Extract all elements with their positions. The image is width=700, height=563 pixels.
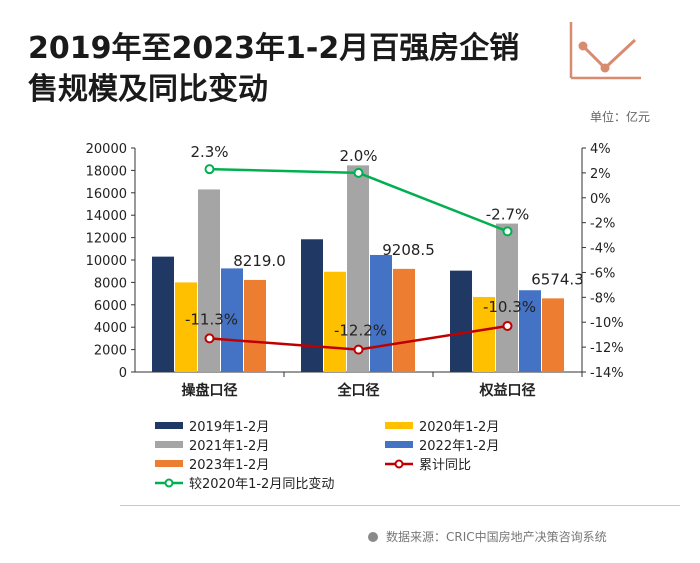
x-axis-tick-label: 全口径	[337, 382, 380, 399]
right-axis-tick-label: -2%	[590, 217, 615, 232]
series-point-2	[204, 164, 215, 175]
vs2020-data-label: 2.3%	[190, 143, 228, 161]
yoy-data-label: -12.2%	[334, 322, 387, 340]
x-axis-tick-label: 权益口径	[479, 382, 536, 399]
bar-1-3	[450, 270, 472, 372]
right-axis-tick-label: -14%	[590, 366, 624, 381]
series-point-1	[502, 320, 513, 331]
left-axis-tick-label: 2000	[94, 344, 127, 359]
legend-swatch-4	[385, 441, 413, 448]
legend-swatch-1	[155, 422, 183, 429]
right-axis-tick-label: -10%	[590, 316, 624, 331]
left-axis-tick-label: 12000	[86, 232, 127, 247]
left-axis-tick-label: 16000	[86, 187, 127, 202]
bar-1-1	[152, 256, 174, 372]
left-axis-tick-label: 14000	[86, 209, 127, 224]
left-axis-tick-label: 18000	[86, 164, 127, 179]
legend-swatch-2	[385, 422, 413, 429]
series-point-1	[353, 344, 364, 355]
legend-swatch-3	[155, 441, 183, 448]
left-axis-tick-label: 8000	[94, 276, 127, 291]
bar-3-3	[496, 223, 518, 372]
bar-5-2	[393, 268, 415, 372]
legend-label-5: 2023年1-2月	[189, 458, 269, 473]
bar-3-2	[347, 165, 369, 372]
left-axis-tick-label: 4000	[94, 321, 127, 336]
yoy-data-label: -10.3%	[483, 298, 536, 316]
legend-label-2: 2020年1-2月	[419, 420, 499, 435]
chart-area: 0 2000 4000 6000 8000 10000 12000 14000 16000 180…	[86, 142, 624, 492]
divider	[120, 505, 680, 506]
unit-label: 单位：亿元	[589, 110, 650, 124]
right-axis-tick-label: -12%	[590, 341, 624, 356]
bar-5-1	[244, 279, 266, 372]
bar-5-3	[542, 298, 564, 372]
legend-label-3: 2021年1-2月	[189, 439, 269, 454]
bullet-icon	[368, 531, 378, 542]
bar-2-1	[175, 282, 197, 372]
source-note: 数据来源：CRIC中国房地产决策咨询系统	[368, 528, 607, 545]
right-axis-tick-label: -8%	[590, 291, 615, 306]
trend-logo-icon	[569, 22, 641, 80]
legend-marker-7	[164, 478, 174, 488]
right-axis-tick-label: 4%	[590, 142, 611, 157]
left-axis-tick-label: 0	[119, 366, 127, 381]
bar-data-label: 6574.3	[531, 270, 584, 288]
right-axis-tick-label: -6%	[590, 266, 615, 281]
legend-marker-6	[394, 459, 404, 469]
left-axis-tick-label: 20000	[86, 142, 127, 157]
right-axis-tick-label: 0%	[590, 192, 611, 207]
legend-label-4: 2022年1-2月	[419, 439, 499, 454]
bar-1-2	[301, 239, 323, 372]
legend-label-6: 累计同比	[419, 458, 471, 473]
bar-2-3	[473, 296, 495, 372]
series-point-2	[353, 167, 364, 178]
left-axis-tick-label: 10000	[86, 254, 127, 269]
series-point-1	[204, 333, 215, 344]
legend-swatch-5	[155, 460, 183, 467]
bar-4-1	[221, 268, 243, 372]
bar-4-2	[370, 254, 392, 372]
yoy-data-label: -11.3%	[185, 310, 238, 328]
legend-label-1: 2019年1-2月	[189, 420, 269, 435]
source-text: 数据来源：CRIC中国房地产决策咨询系统	[386, 530, 607, 544]
series-point-2	[502, 226, 513, 237]
vs2020-data-label: 2.0%	[339, 147, 377, 165]
right-axis-tick-label: -4%	[590, 242, 615, 257]
x-axis-tick-label: 操盘口径	[182, 382, 238, 399]
chart-title: 2019年至2023年1-2月百强房企销售规模及同比变动	[28, 31, 520, 107]
legend-label-7: 较2020年1-2月同比变动	[189, 476, 334, 492]
bar-3-1	[198, 189, 220, 372]
vs2020-data-label: -2.7%	[486, 205, 530, 223]
right-axis-tick-label: 2%	[590, 167, 611, 182]
bar-data-label: 9208.5	[382, 241, 435, 259]
bar-4-3	[519, 290, 541, 372]
left-axis-tick-label: 6000	[94, 299, 127, 314]
bar-data-label: 8219.0	[233, 252, 286, 270]
